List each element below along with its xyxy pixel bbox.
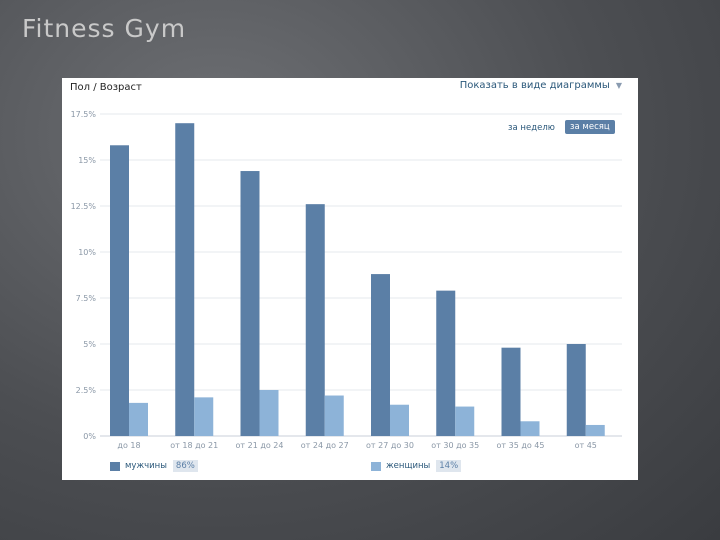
legend-female[interactable]: женщины 14% [371, 460, 462, 472]
chart-panel: Пол / Возраст Показать в виде диаграммы ▼… [62, 78, 638, 480]
x-tick-label: от 24 до 27 [301, 441, 349, 450]
bar-male [501, 347, 521, 436]
bar-male [566, 344, 586, 436]
bar-chart: 0% 2.5% 5% 7.5% 10% 12.5% 15% 17.5% до 18 от 18 д… [71, 110, 622, 450]
y-tick-label: 15% [78, 156, 96, 165]
bar-female [129, 402, 148, 436]
y-tick-label: 12.5% [71, 202, 97, 211]
bar-female [455, 406, 475, 436]
y-tick-label: 7.5% [76, 294, 97, 303]
bar-female [585, 424, 605, 436]
bar-female [390, 404, 409, 436]
legend-male[interactable]: мужчины 86% [110, 460, 198, 472]
chevron-down-icon: ▼ [615, 81, 622, 90]
legend-female-swatch [371, 461, 381, 471]
y-tick-label: 17.5% [71, 110, 97, 119]
y-tick-label: 0% [83, 432, 96, 441]
x-tick-label: от 45 [575, 441, 597, 450]
bar-male [436, 290, 456, 436]
week-button[interactable]: за неделю [508, 123, 555, 133]
x-tick-label: от 27 до 30 [366, 441, 414, 450]
y-tick-label: 5% [83, 340, 96, 349]
y-tick-label: 2.5% [76, 386, 97, 395]
view-select-label: Показать в виде диаграммы [459, 80, 610, 91]
x-tick-label: от 30 до 35 [431, 441, 479, 450]
bar-female [324, 395, 344, 436]
bar-female [520, 421, 540, 436]
panel-title: Пол / Возраст [70, 82, 142, 93]
bar-female [194, 397, 214, 436]
x-tick-label: от 18 до 21 [170, 441, 218, 450]
legend-female-share: 14% [436, 460, 462, 472]
legend-male-swatch [110, 461, 120, 471]
x-tick-label: от 35 до 45 [497, 441, 545, 450]
bar-male [305, 204, 325, 436]
x-tick-label: от 21 до 24 [236, 441, 284, 450]
bar-male [240, 171, 260, 436]
bar-male [371, 274, 390, 436]
y-tick-label: 10% [78, 248, 96, 257]
legend-male-share: 86% [172, 460, 198, 472]
month-button[interactable]: за месяц [565, 120, 615, 134]
legend-male-label: мужчины [125, 461, 167, 471]
bar-female [259, 390, 279, 436]
bar-male [110, 145, 129, 436]
bar-male [175, 123, 195, 436]
legend-female-label: женщины [386, 461, 431, 471]
view-select[interactable]: Показать в виде диаграммы ▼ [460, 80, 622, 91]
slide-title: Fitness Gym [22, 14, 187, 43]
x-tick-label: до 18 [117, 441, 140, 450]
